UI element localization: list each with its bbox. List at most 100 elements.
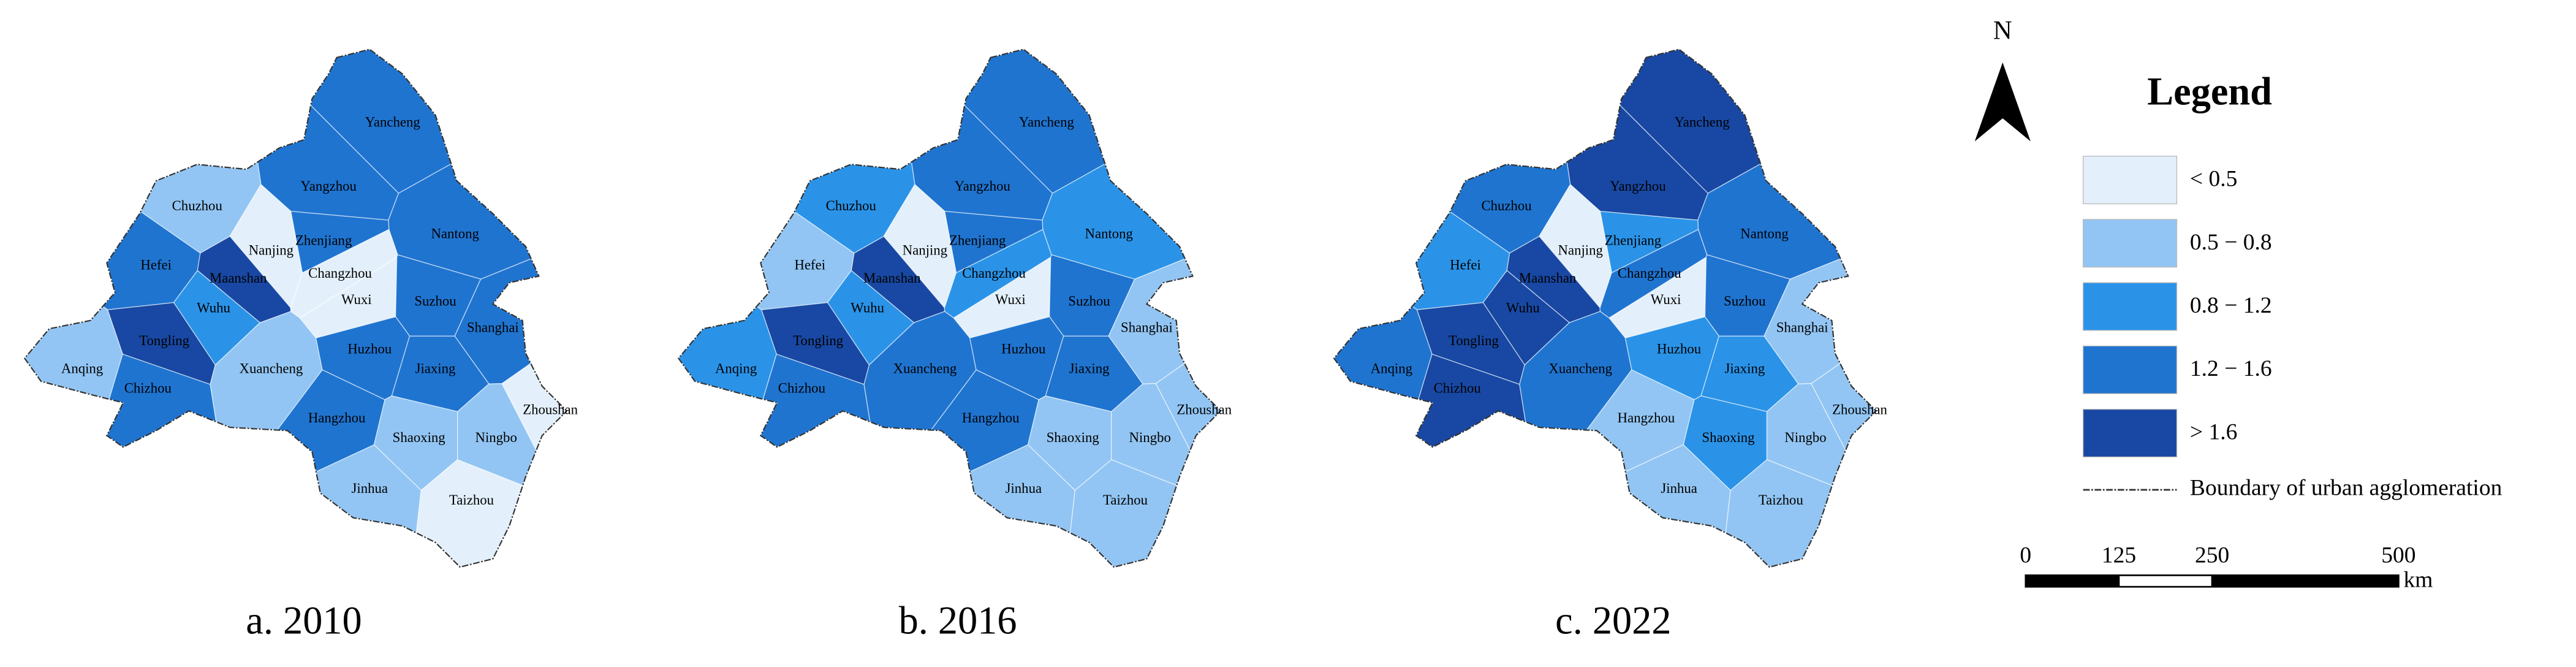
city-label: Yancheng xyxy=(365,114,420,129)
city-label: Nantong xyxy=(1740,226,1788,242)
north-arrow-shape xyxy=(1974,62,2031,142)
city-region xyxy=(1333,305,1433,400)
map-caption: a. 2010 xyxy=(246,599,362,642)
city-label: Nanjing xyxy=(903,242,947,257)
city-label: Anqing xyxy=(1371,360,1412,376)
city-label: Nantong xyxy=(1085,226,1133,242)
city-label: Wuxi xyxy=(1651,292,1681,307)
agglomeration-boundary xyxy=(677,48,1222,568)
city-label: Wuxi xyxy=(341,292,372,307)
city-label: Nantong xyxy=(431,226,479,242)
city-label: Wuhu xyxy=(1506,300,1540,315)
city-label: Shanghai xyxy=(1776,319,1828,335)
legend-label: 1.2 − 1.6 xyxy=(2190,356,2272,381)
city-label: Chizhou xyxy=(124,381,172,396)
city-label: Tongling xyxy=(139,333,189,348)
city-label: Jinhua xyxy=(1661,481,1697,496)
city-label: Chizhou xyxy=(778,381,825,396)
city-label: Anqing xyxy=(715,360,757,376)
city-label: Xuancheng xyxy=(893,360,957,376)
city-label: Tongling xyxy=(793,333,843,348)
agglomeration-boundary xyxy=(1333,48,1877,568)
city-label: Hefei xyxy=(795,257,826,273)
city-label: Ningbo xyxy=(1129,430,1171,445)
city-label: Jiaxing xyxy=(1724,360,1765,376)
legend-swatch xyxy=(2082,219,2178,268)
city-label: Zhoushan xyxy=(1176,402,1232,417)
legend-swatch xyxy=(2082,345,2178,394)
city-label: Huzhou xyxy=(1657,341,1701,356)
city-label: Shaoxing xyxy=(1047,430,1099,445)
city-label: Huzhou xyxy=(347,341,392,356)
city-label: Taizhou xyxy=(1103,492,1148,508)
city-label: Wuhu xyxy=(197,300,230,315)
map-caption: b. 2016 xyxy=(899,599,1017,642)
scale-segment xyxy=(2118,574,2213,588)
scale-label: 500 xyxy=(2381,543,2415,568)
legend-label: Boundary of urban agglomeration xyxy=(2190,476,2502,501)
city-label: Nanjing xyxy=(1558,242,1603,257)
city-label: Wuhu xyxy=(850,300,884,315)
city-label: Jinhua xyxy=(352,481,388,496)
legend-title: Legend xyxy=(2147,69,2272,113)
city-label: Huzhou xyxy=(1001,341,1045,356)
city-label: Taizhou xyxy=(449,492,494,508)
city-label: Suzhou xyxy=(414,294,456,309)
city-label: Suzhou xyxy=(1068,294,1110,309)
scale-unit: km xyxy=(2403,568,2433,593)
city-label: Zhenjiang xyxy=(949,232,1006,248)
legend-swatch xyxy=(2082,408,2178,458)
scale-segment xyxy=(2211,574,2400,588)
city-label: Nanjing xyxy=(249,242,294,257)
city-label: Shaoxing xyxy=(393,430,445,445)
city-label: Hangzhou xyxy=(308,410,366,425)
city-label: Taizhou xyxy=(1759,492,1803,508)
city-label: Zhenjiang xyxy=(1605,232,1661,248)
legend-swatch xyxy=(2082,156,2178,205)
map-caption: c. 2022 xyxy=(1555,599,1671,642)
city-label: Maanshan xyxy=(1519,270,1577,286)
scale-segment xyxy=(2025,574,2120,588)
city-label: Chuzhou xyxy=(172,198,222,213)
scale-label: 125 xyxy=(2102,543,2136,568)
city-label: Yancheng xyxy=(1019,114,1074,129)
city-label: Zhenjiang xyxy=(295,232,352,248)
city-label: Xuancheng xyxy=(240,360,303,376)
legend-label: 0.5 − 0.8 xyxy=(2190,230,2272,255)
legend-label: 0.8 − 1.2 xyxy=(2190,293,2272,318)
city-label: Maanshan xyxy=(863,270,921,286)
city-label: Ningbo xyxy=(1784,430,1826,445)
city-region xyxy=(24,305,123,400)
legend-label: > 1.6 xyxy=(2190,419,2237,444)
city-label: Suzhou xyxy=(1724,294,1765,309)
city-label: Changzhou xyxy=(308,265,372,281)
city-label: Jiaxing xyxy=(1069,360,1110,376)
scale-label: 250 xyxy=(2195,543,2229,568)
legend: < 0.5 0.5 − 0.8 0.8 − 1.2 1.2 − 1.6 > 1.6 Bou… xyxy=(2082,156,2502,501)
city-label: Anqing xyxy=(61,360,103,376)
city-label: Hefei xyxy=(140,257,172,273)
city-label: Zhoushan xyxy=(1832,402,1887,417)
map-panel: YanchengYangzhouChuzhouNantongZhenjiangN… xyxy=(677,48,1232,642)
city-label: Zhoushan xyxy=(523,402,578,417)
scale-label: 0 xyxy=(2020,543,2031,568)
city-label: Changzhou xyxy=(1618,265,1681,281)
map-panel: YanchengYangzhouChuzhouNantongZhenjiangN… xyxy=(1333,48,1888,642)
city-region xyxy=(678,305,777,400)
city-label: Shaoxing xyxy=(1702,430,1755,445)
city-label: Shanghai xyxy=(1121,319,1173,335)
city-label: Jinhua xyxy=(1006,481,1042,496)
city-label: Maanshan xyxy=(210,270,267,286)
north-arrow: N xyxy=(1974,16,2031,142)
city-label: Jiaxing xyxy=(415,360,456,376)
legend-label: < 0.5 xyxy=(2190,167,2237,192)
city-label: Hangzhou xyxy=(1618,410,1675,425)
city-label: Tongling xyxy=(1449,333,1499,348)
city-label: Yangzhou xyxy=(301,178,357,194)
city-label: Ningbo xyxy=(475,430,517,445)
city-label: Chuzhou xyxy=(1481,198,1531,213)
city-label: Yangzhou xyxy=(1610,178,1665,194)
city-label: Shanghai xyxy=(467,319,519,335)
city-label: Chuzhou xyxy=(826,198,876,213)
